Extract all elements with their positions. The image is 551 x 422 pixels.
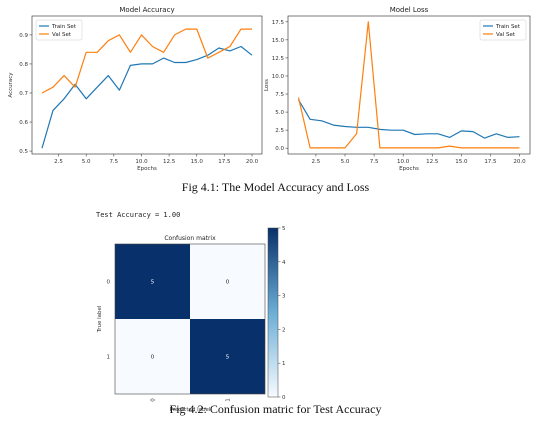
loss-x-tick-label: 5.0 [341,159,350,165]
loss-y-tick-label: 12.5 [272,56,285,62]
accuracy-x-tick-label: 17.5 [218,159,231,165]
accuracy-chart: Model Accuracy 2.5 5.0 7.5 10.0 12.5 15.0 17.5 2… [8,6,263,172]
test-accuracy-text: Test Accuracy = 1.00 [96,211,181,219]
accuracy-x-tick-label: 15.0 [191,159,204,165]
confusion-matrix-cell-value: 0 [151,355,155,361]
loss-x-tick-label: 2.5 [312,159,321,165]
loss-series-train-line [297,99,520,139]
accuracy-x-tick-label: 2.5 [54,159,63,165]
accuracy-y-tick-label: 0.6 [19,120,28,126]
accuracy-y-tick-label: 0.8 [19,62,28,68]
loss-x-tick-label: 20.0 [513,159,526,165]
loss-chart: Model Loss 2.5 5.0 7.5 10.0 12.5 15.0 17.5 20.0 0… [264,6,531,172]
accuracy-y-tick-label: 0.9 [19,33,28,39]
accuracy-x-tick-label: 10.0 [135,159,148,165]
loss-y-tick-label: 15.0 [272,38,285,44]
colorbar-tick-label: 2 [282,327,286,333]
confusion-matrix-frame [114,243,266,395]
accuracy-legend-label: Train Set [51,24,77,30]
colorbar-tick-label: 1 [282,361,286,367]
loss-title: Model Loss [390,6,429,14]
confusion-matrix-y-axis-label: True label [97,305,103,333]
loss-y-tick-label: 17.5 [272,20,285,26]
figure-1-caption: Fig 4.1: The Model Accuracy and Loss [181,180,370,194]
confusion-matrix-cell-value: 0 [226,280,230,286]
loss-y-tick-label: 0.0 [275,146,284,152]
loss-x-tick-label: 15.0 [455,159,468,165]
loss-legend-label: Train Set [495,24,521,30]
accuracy-x-axis-label: Epochs [137,166,157,172]
loss-x-axis-label: Epochs [399,166,419,172]
loss-legend-box [479,19,527,41]
accuracy-title: Model Accuracy [119,6,174,14]
loss-x-tick-label: 12.5 [426,159,439,165]
colorbar-tick-label: 5 [282,226,286,232]
confusion-matrix-title: Confusion matrix [164,235,216,242]
accuracy-y-tick-label: 0.7 [19,91,28,97]
confusion-matrix-y-tick-label: 1 [107,355,111,361]
confusion-matrix-chart: Confusion matrix 5 0 0 5 0 1 0 1 Predicted label T… [97,226,286,413]
loss-y-tick-label: 10.0 [272,74,285,80]
accuracy-x-tick-label: 12.5 [163,159,176,165]
loss-x-tick-label: 10.0 [397,159,410,165]
loss-y-tick-label: 5.0 [275,110,284,116]
confusion-matrix-cell-value: 5 [151,280,155,286]
loss-x-tick-label: 7.5 [370,159,379,165]
figure-2-caption: Fig 4.2: Confusion matric for Test Accur… [169,402,382,416]
confusion-matrix-x-tick-label: 0 [151,398,157,402]
loss-legend-label: Val Set [496,32,516,38]
confusion-matrix-cell [115,319,190,394]
colorbar [267,227,279,398]
confusion-matrix-cell [190,244,265,319]
accuracy-y-axis-label: Accuracy [8,72,14,98]
colorbar-tick-label: 3 [282,294,286,300]
accuracy-legend-box [35,19,83,41]
loss-y-axis-label: Loss [264,79,270,91]
accuracy-x-tick-label: 20.0 [246,159,259,165]
loss-series-val-line [297,21,520,149]
colorbar-tick-label: 4 [282,260,286,266]
confusion-matrix-cell-value: 5 [226,355,230,361]
accuracy-x-tick-label: 7.5 [109,159,118,165]
confusion-matrix-y-tick-label: 0 [107,280,111,286]
accuracy-series-val-line [41,28,252,94]
confusion-matrix-cell [190,319,265,394]
accuracy-y-tick-label: 0.5 [19,149,28,155]
accuracy-legend-label: Val Set [52,32,72,38]
accuracy-axes-frame [31,15,263,155]
accuracy-series-train-line [41,45,253,149]
confusion-matrix-x-tick-label: 1 [226,398,232,402]
loss-axes-frame [287,15,531,155]
loss-x-tick-label: 17.5 [484,159,497,165]
confusion-matrix-cell [115,244,190,319]
confusion-matrix-x-axis-label: Predicted label [170,407,211,413]
accuracy-x-tick-label: 5.0 [82,159,91,165]
loss-y-tick-label: 2.5 [275,128,284,134]
colorbar-tick-label: 0 [282,395,286,401]
loss-y-tick-label: 7.5 [275,92,284,98]
